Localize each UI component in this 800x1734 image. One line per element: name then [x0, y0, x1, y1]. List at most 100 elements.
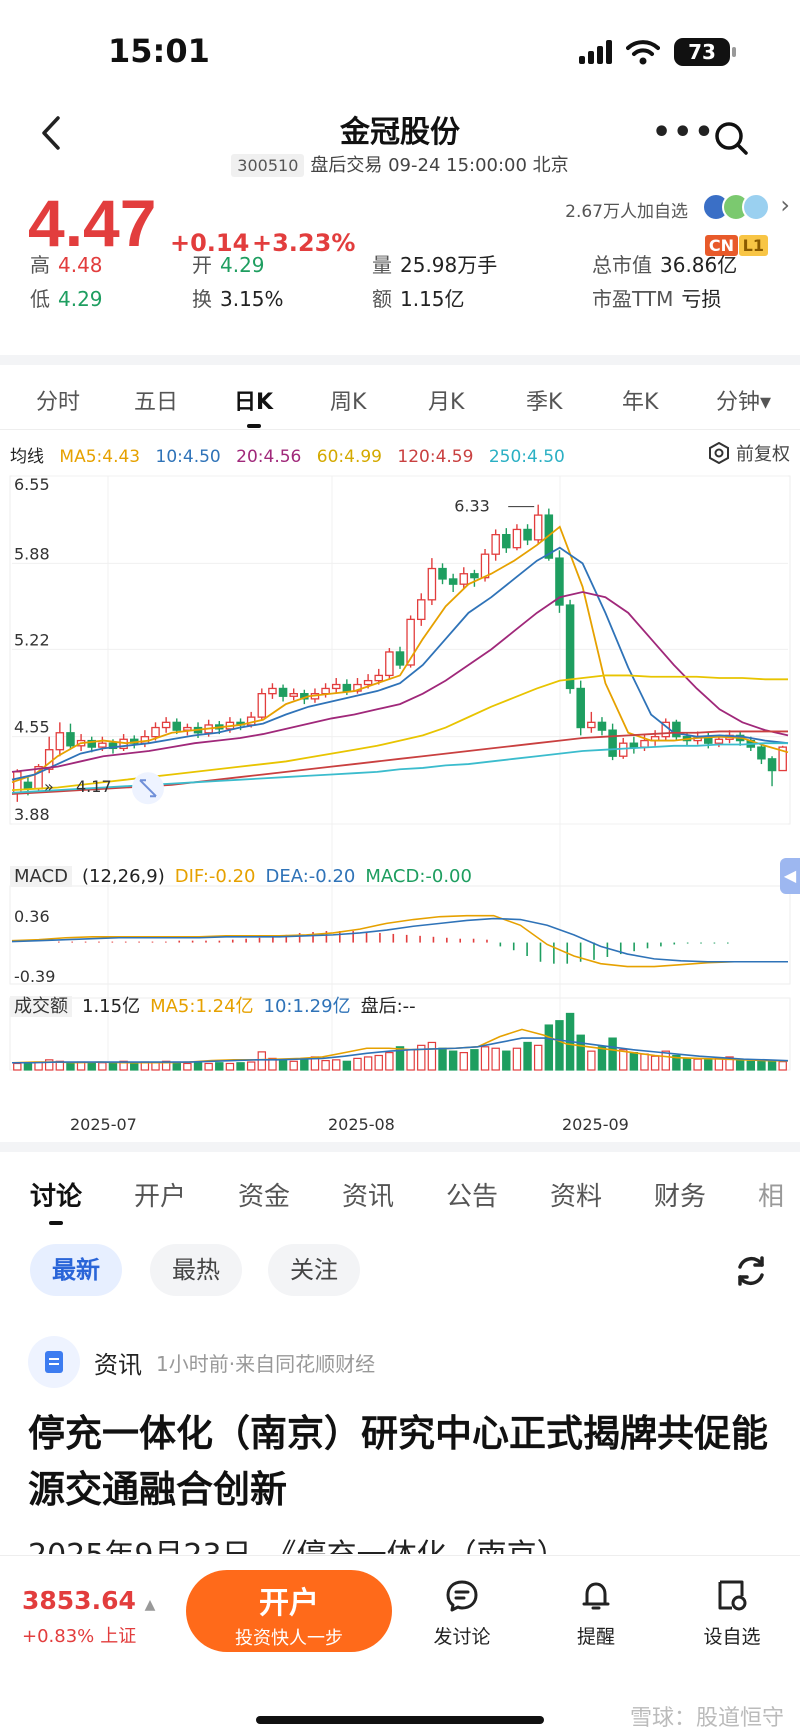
x-tick-label: 2025-08	[328, 1115, 395, 1134]
divider	[0, 1142, 800, 1152]
candle-body	[172, 721, 182, 731]
tab-intraday[interactable]: 分时	[36, 390, 81, 415]
tab-daily-k[interactable]: 日K	[234, 384, 273, 428]
macd-legend[interactable]: MACD (12,26,9) DIF:-0.20 DEA:-0.20 MACD:-0.0…	[10, 866, 482, 887]
panel-frame	[9, 885, 791, 985]
volume-bar	[597, 1046, 607, 1071]
mktcap-label: 总市值	[592, 253, 652, 277]
open-account-title: 开户	[259, 1586, 319, 1621]
index-value[interactable]: 3853.64 ▲	[22, 1586, 155, 1615]
post-discussion-button[interactable]: 发讨论	[412, 1578, 512, 1649]
turnover-value: 3.15%	[220, 287, 284, 311]
status-bar: 15:01 73	[0, 0, 800, 90]
volume-line-ma10	[12, 1037, 789, 1064]
status-icons: 73	[579, 38, 736, 66]
volume-bar	[215, 1062, 224, 1071]
candle-body	[608, 729, 617, 757]
volume-bar	[204, 1062, 213, 1071]
post-label: 发讨论	[433, 1626, 491, 1648]
kline-chart[interactable]: 6.55 5.88 5.22 4.55 3.88 6.33 4.17 » 2025-07 2025…	[0, 468, 800, 1150]
candle-body	[757, 746, 766, 760]
tab-financials[interactable]: 财务	[654, 1182, 707, 1212]
tab-funds[interactable]: 资金	[238, 1182, 291, 1212]
volume-title: 成交额	[10, 996, 72, 1017]
candle-body	[289, 693, 298, 697]
index-change[interactable]: +0.83% 上证	[22, 1622, 136, 1648]
candle-body	[406, 618, 415, 666]
pe-label: 市盈TTM	[592, 287, 674, 311]
chevron-right-icon[interactable]: ›	[780, 191, 790, 219]
alert-label: 提醒	[576, 1626, 615, 1648]
candle-body	[502, 534, 511, 549]
macd-line-dif	[11, 914, 788, 968]
macd-y-tick-label: -0.39	[14, 967, 55, 986]
ma-legend[interactable]: 均线 MA5:4.43 10:4.50 20:4.56 60:4.99 120:…	[10, 442, 575, 467]
ma-line-ma250	[11, 742, 788, 794]
tab-quarterly-k[interactable]: 季K	[526, 390, 563, 415]
candle-body	[108, 742, 118, 750]
amount-value: 1.15亿	[400, 287, 465, 311]
candle-body	[363, 679, 373, 686]
candle-body	[533, 514, 543, 541]
tab-news[interactable]: 资讯	[342, 1182, 395, 1212]
cellular-signal-icon	[579, 40, 612, 64]
follower-avatars[interactable]	[702, 193, 770, 221]
volume-bar	[353, 1057, 362, 1071]
candle-body	[778, 746, 787, 772]
volume-bar	[523, 1041, 532, 1071]
refresh-icon[interactable]	[732, 1252, 770, 1290]
volume-legend[interactable]: 成交额 1.15亿 MA5:1.24亿 10:1.29亿 盘后:--	[10, 992, 426, 1018]
search-button[interactable]	[712, 119, 750, 157]
session-status: 盘后交易 09-24 15:00:00 北京	[310, 155, 569, 176]
news-meta[interactable]: 资讯 1小时前·来自同花顺财经	[28, 1336, 375, 1388]
tab-more-cut[interactable]: 相	[758, 1182, 785, 1212]
candle-body	[268, 687, 277, 695]
volume-bar	[672, 1054, 681, 1071]
filter-follow[interactable]: 关注	[268, 1244, 360, 1296]
level-badge-l1: L1	[738, 235, 768, 256]
alert-button[interactable]: 提醒	[546, 1578, 646, 1649]
ma5-value: MA5:4.43	[59, 447, 141, 467]
volume-bar	[725, 1056, 734, 1071]
side-panel-handle[interactable]: ◀	[780, 858, 800, 894]
volume-bar	[236, 1062, 245, 1071]
candle-body	[565, 604, 575, 690]
candle-body	[395, 651, 405, 666]
tab-open-account[interactable]: 开户	[134, 1182, 187, 1212]
filter-hot[interactable]: 最热	[150, 1244, 242, 1296]
tab-yearly-k[interactable]: 年K	[622, 390, 659, 415]
candle-body	[385, 651, 394, 677]
candle-body	[66, 732, 75, 747]
add-watchlist-button[interactable]: 设自选	[682, 1578, 782, 1649]
volume-bar	[512, 1047, 522, 1071]
filter-latest[interactable]: 最新	[30, 1244, 122, 1296]
tab-profile[interactable]: 资料	[550, 1182, 603, 1212]
tab-5day[interactable]: 五日	[134, 390, 179, 415]
ma120-value: 120:4.59	[397, 447, 474, 467]
tab-monthly-k[interactable]: 月K	[428, 390, 465, 415]
ma250-value: 250:4.50	[488, 447, 565, 467]
macd-dif: DIF:-0.20	[174, 866, 256, 887]
candle-body	[714, 738, 724, 744]
news-title[interactable]: 停充一体化（南京）研究中心正式揭牌共促能源交通融合创新	[28, 1412, 768, 1511]
amount-label: 额	[372, 287, 392, 311]
home-indicator[interactable]	[256, 1716, 544, 1724]
open-account-button[interactable]: 开户 投资快人一步	[186, 1570, 392, 1652]
volume-bar	[682, 1057, 692, 1071]
followers-count[interactable]: 2.67万人加自选	[565, 202, 688, 222]
price-change: +0.14	[170, 229, 250, 257]
tab-minute[interactable]: 分钟▾	[716, 390, 772, 415]
tab-discussion[interactable]: 讨论	[30, 1176, 82, 1225]
candle-body	[629, 742, 639, 748]
ma-line-ma20	[11, 591, 789, 773]
tab-weekly-k[interactable]: 周K	[330, 390, 367, 415]
adjustment-toggle[interactable]: 前复权	[708, 440, 790, 466]
status-time: 15:01	[108, 32, 210, 70]
tab-announcements[interactable]: 公告	[446, 1182, 499, 1212]
back-button[interactable]	[36, 113, 66, 153]
y-tick-label: 4.55	[14, 718, 50, 737]
open-value: 4.29	[220, 253, 265, 277]
nav-header: 金冠股份 300510 盘后交易 09-24 15:00:00 北京 •••	[0, 95, 800, 185]
more-button[interactable]: •••	[652, 115, 716, 150]
news-body[interactable]: 2025年9月23日，《停充一体化（南京）	[28, 1528, 778, 1554]
